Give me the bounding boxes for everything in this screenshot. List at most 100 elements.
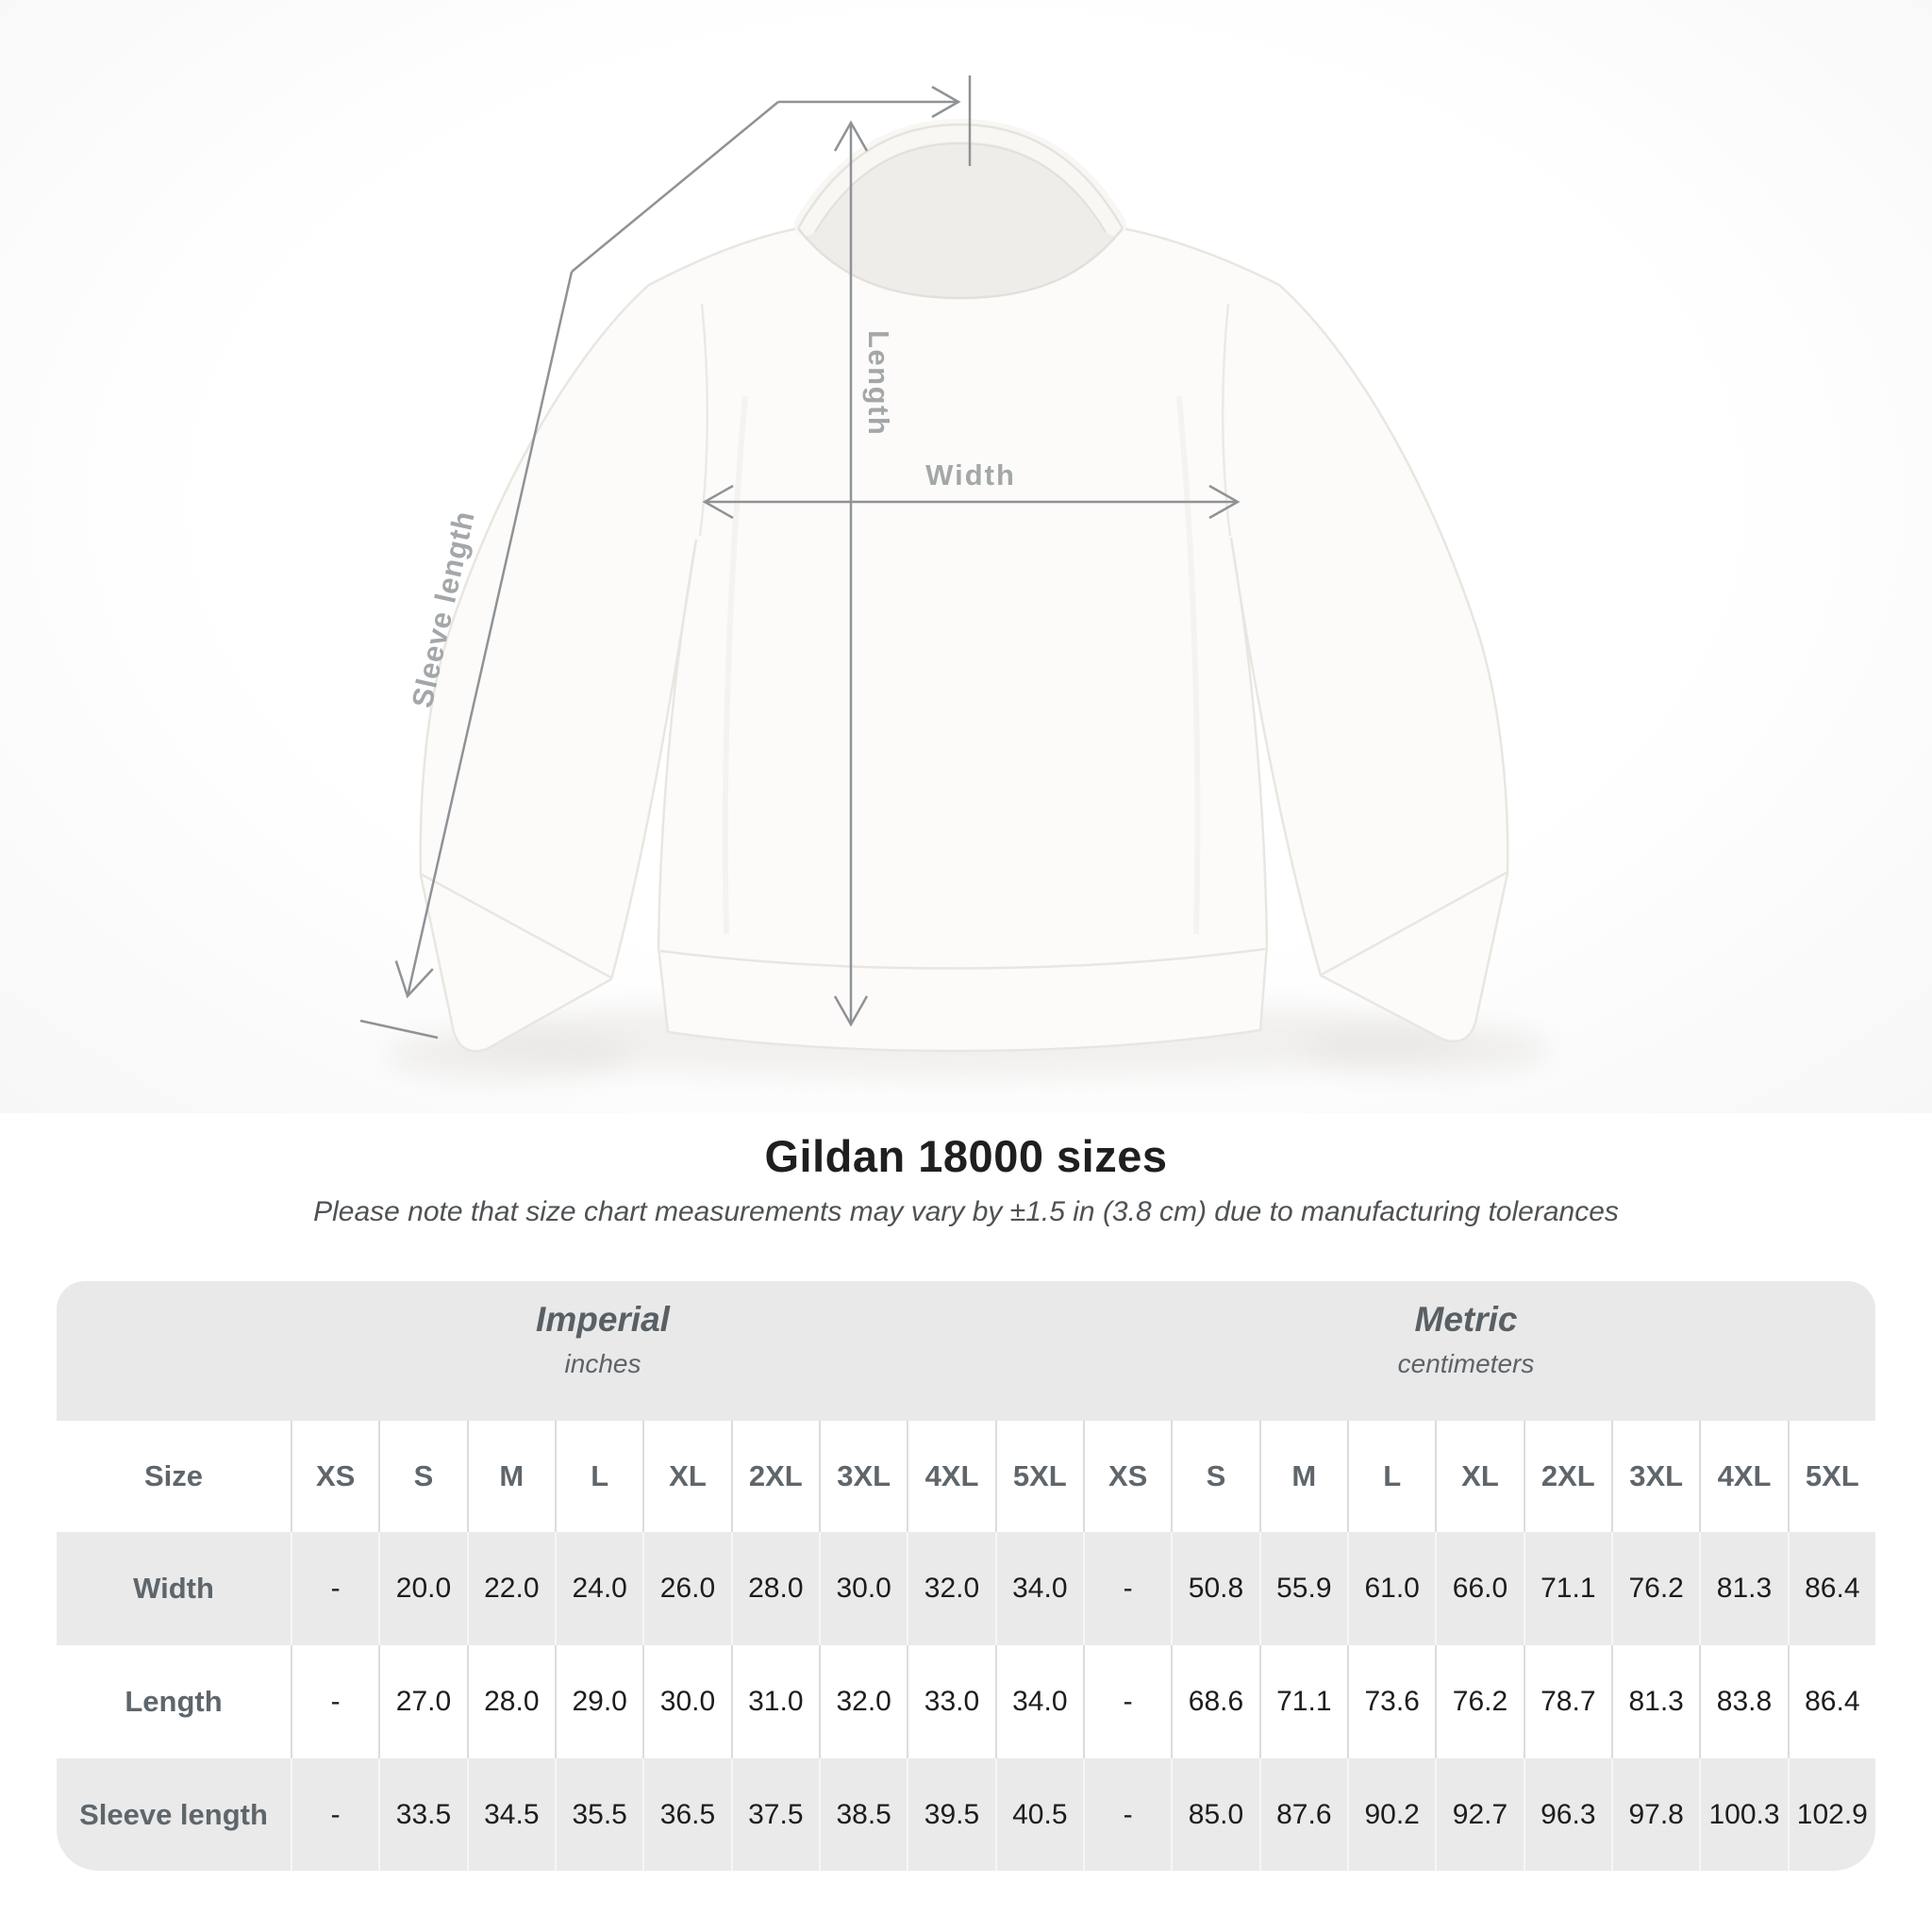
value-metric: 92.7	[1435, 1758, 1523, 1871]
value-metric: 83.8	[1699, 1645, 1787, 1758]
row-label: Width	[133, 1572, 214, 1605]
width-right-arrowhead-icon	[1208, 484, 1241, 520]
value-imperial: 36.5	[642, 1758, 730, 1871]
sleeve-length-line	[406, 271, 574, 997]
metric-title: Metric	[1414, 1300, 1518, 1339]
value-imperial: 32.0	[819, 1645, 907, 1758]
size-header-imperial: XS	[291, 1421, 378, 1532]
value-imperial: 35.5	[555, 1758, 642, 1871]
value-metric: 81.3	[1611, 1645, 1699, 1758]
table-row: Size XS S M L XL 2XL 3XL 4XL 5XL XS S M L XL 2XL 3XL 4XL 5…	[57, 1421, 1875, 1532]
row-label: Sleeve length	[79, 1797, 268, 1831]
value-imperial: 34.0	[994, 1645, 1083, 1758]
value-metric: 78.7	[1523, 1645, 1611, 1758]
value-imperial: 30.0	[642, 1645, 730, 1758]
length-label: Length	[862, 330, 895, 436]
value-imperial: 29.0	[555, 1645, 642, 1758]
value-imperial: 28.0	[466, 1645, 555, 1758]
value-metric: 90.2	[1347, 1758, 1435, 1871]
size-header-metric: M	[1258, 1421, 1347, 1532]
size-header-imperial: 3XL	[819, 1421, 907, 1532]
value-metric: 100.3	[1699, 1758, 1787, 1871]
value-metric: 66.0	[1435, 1532, 1523, 1645]
value-imperial: 24.0	[555, 1532, 642, 1645]
value-metric: 85.0	[1171, 1758, 1258, 1871]
value-metric: 76.2	[1611, 1532, 1699, 1645]
value-metric: 68.6	[1171, 1645, 1258, 1758]
measurement-lines	[359, 75, 1241, 1040]
value-metric: 76.2	[1435, 1645, 1523, 1758]
size-col-header: Size	[143, 1459, 204, 1492]
size-header-imperial: 5XL	[994, 1421, 1083, 1532]
collar-opening	[798, 125, 1123, 298]
value-imperial: -	[291, 1645, 378, 1758]
value-imperial: 40.5	[994, 1758, 1083, 1871]
product-photo: Length Width Sleeve length	[0, 0, 1932, 1113]
size-table: Imperial inches Metric centimeters Size X…	[57, 1281, 1875, 1871]
unit-header-band: Imperial inches Metric centimeters	[57, 1281, 1875, 1421]
value-imperial: 37.5	[730, 1758, 819, 1871]
size-header-metric: 5XL	[1787, 1421, 1875, 1532]
size-header-imperial: XL	[642, 1421, 730, 1532]
value-metric: 73.6	[1347, 1645, 1435, 1758]
metric-subtitle: centimeters	[1397, 1349, 1535, 1378]
value-imperial: 26.0	[642, 1532, 730, 1645]
value-imperial: 31.0	[730, 1645, 819, 1758]
sweatshirt-illustration: Length Width Sleeve length	[359, 75, 1549, 1079]
length-bottom-arrowhead-icon	[833, 995, 869, 1027]
size-header-metric: XS	[1083, 1421, 1171, 1532]
value-imperial: 34.0	[994, 1532, 1083, 1645]
size-header-metric: 4XL	[1699, 1421, 1787, 1532]
length-top-arrowhead-icon	[833, 120, 869, 152]
top-arrowhead-icon	[931, 85, 961, 119]
table-row: Length -27.0 28.0 29.0 30.0 31.0 32.0 33.0 34.0-…	[57, 1645, 1875, 1758]
imperial-header: Imperial inches	[536, 1300, 670, 1379]
value-metric: 55.9	[1258, 1532, 1347, 1645]
size-header-metric: 3XL	[1611, 1421, 1699, 1532]
width-label: Width	[925, 458, 1016, 491]
value-metric: 87.6	[1258, 1758, 1347, 1871]
value-metric: 71.1	[1523, 1532, 1611, 1645]
size-header-imperial: 4XL	[907, 1421, 994, 1532]
value-metric: 86.4	[1787, 1532, 1875, 1645]
value-imperial: 22.0	[466, 1532, 555, 1645]
value-imperial: 30.0	[819, 1532, 907, 1645]
value-metric: 102.9	[1787, 1758, 1875, 1871]
value-imperial: 33.0	[907, 1645, 994, 1758]
value-imperial: 32.0	[907, 1532, 994, 1645]
value-metric: 61.0	[1347, 1532, 1435, 1645]
value-imperial: -	[291, 1532, 378, 1645]
value-metric: 71.1	[1258, 1645, 1347, 1758]
imperial-title: Imperial	[536, 1300, 670, 1339]
sleeve-end-tick	[359, 1019, 439, 1040]
sweatshirt	[419, 118, 1509, 1053]
value-imperial: 33.5	[378, 1758, 466, 1871]
size-header-imperial: S	[378, 1421, 466, 1532]
value-imperial: 34.5	[466, 1758, 555, 1871]
value-imperial: 39.5	[907, 1758, 994, 1871]
table-row: Width -20.0 22.0 24.0 26.0 28.0 30.0 32.0 34.0-5…	[57, 1532, 1875, 1645]
width-left-arrowhead-icon	[702, 484, 734, 520]
sleeve-arrowhead-icon	[394, 960, 434, 999]
value-metric: 50.8	[1171, 1532, 1258, 1645]
value-metric: 86.4	[1787, 1645, 1875, 1758]
table-row: Sleeve length -33.5 34.5 35.5 36.5 37.5 38.5 39…	[57, 1758, 1875, 1871]
page-title: Gildan 18000 sizes	[764, 1131, 1168, 1181]
size-header-imperial: M	[466, 1421, 555, 1532]
value-imperial: 20.0	[378, 1532, 466, 1645]
value-metric: 97.8	[1611, 1758, 1699, 1871]
size-header-imperial: 2XL	[730, 1421, 819, 1532]
size-header-imperial: L	[555, 1421, 642, 1532]
value-metric: -	[1083, 1532, 1171, 1645]
value-metric: -	[1083, 1758, 1171, 1871]
value-metric: 81.3	[1699, 1532, 1787, 1645]
size-header-metric: 2XL	[1523, 1421, 1611, 1532]
imperial-subtitle: inches	[564, 1349, 641, 1378]
size-header-metric: L	[1347, 1421, 1435, 1532]
size-grid: Size XS S M L XL 2XL 3XL 4XL 5XL XS S M L XL 2XL 3XL 4XL 5…	[57, 1421, 1875, 1871]
size-header-metric: XL	[1435, 1421, 1523, 1532]
row-label: Length	[125, 1685, 223, 1718]
page-subtitle: Please note that size chart measurements…	[313, 1196, 1619, 1227]
value-imperial: -	[291, 1758, 378, 1871]
